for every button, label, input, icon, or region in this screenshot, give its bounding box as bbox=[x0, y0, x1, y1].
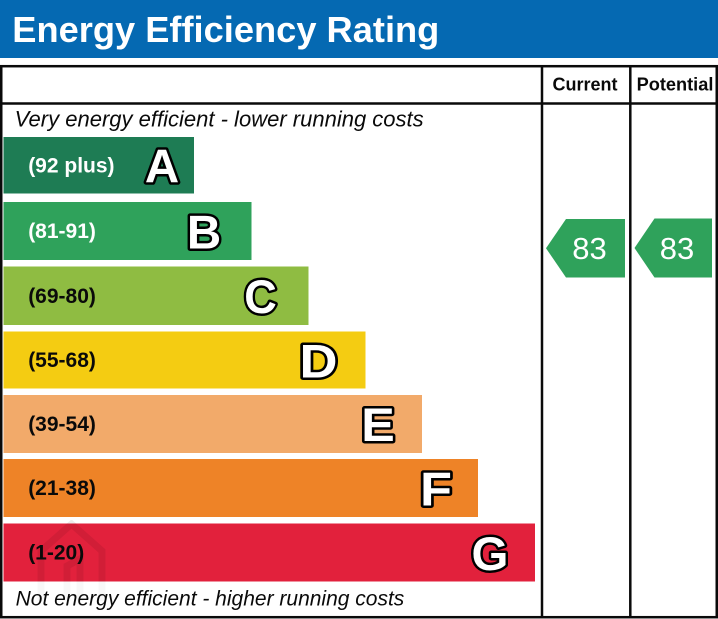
svg-text:83: 83 bbox=[660, 231, 694, 266]
svg-text:E: E bbox=[361, 399, 395, 452]
svg-text:A: A bbox=[145, 141, 179, 194]
svg-text:Energy Efficiency Rating: Energy Efficiency Rating bbox=[12, 9, 439, 50]
svg-text:Not energy efficient - higher: Not energy efficient - higher running co… bbox=[16, 588, 405, 611]
svg-text:Very energy efficient - lower: Very energy efficient - lower running co… bbox=[15, 106, 424, 131]
svg-text:(92 plus): (92 plus) bbox=[28, 154, 114, 177]
svg-text:Current: Current bbox=[552, 75, 617, 95]
svg-text:D: D bbox=[300, 335, 338, 388]
svg-text:(55-68): (55-68) bbox=[28, 349, 96, 372]
svg-text:(1-20): (1-20) bbox=[28, 542, 84, 565]
svg-text:(21-38): (21-38) bbox=[28, 477, 96, 500]
svg-text:(81-91): (81-91) bbox=[28, 220, 96, 243]
svg-text:Potential: Potential bbox=[637, 75, 714, 95]
svg-text:F: F bbox=[420, 463, 452, 516]
svg-text:(39-54): (39-54) bbox=[28, 413, 96, 436]
svg-text:83: 83 bbox=[572, 231, 606, 266]
svg-text:B: B bbox=[187, 206, 221, 259]
svg-text:G: G bbox=[472, 528, 509, 581]
svg-text:(69-80): (69-80) bbox=[28, 285, 96, 308]
svg-text:C: C bbox=[244, 271, 277, 324]
